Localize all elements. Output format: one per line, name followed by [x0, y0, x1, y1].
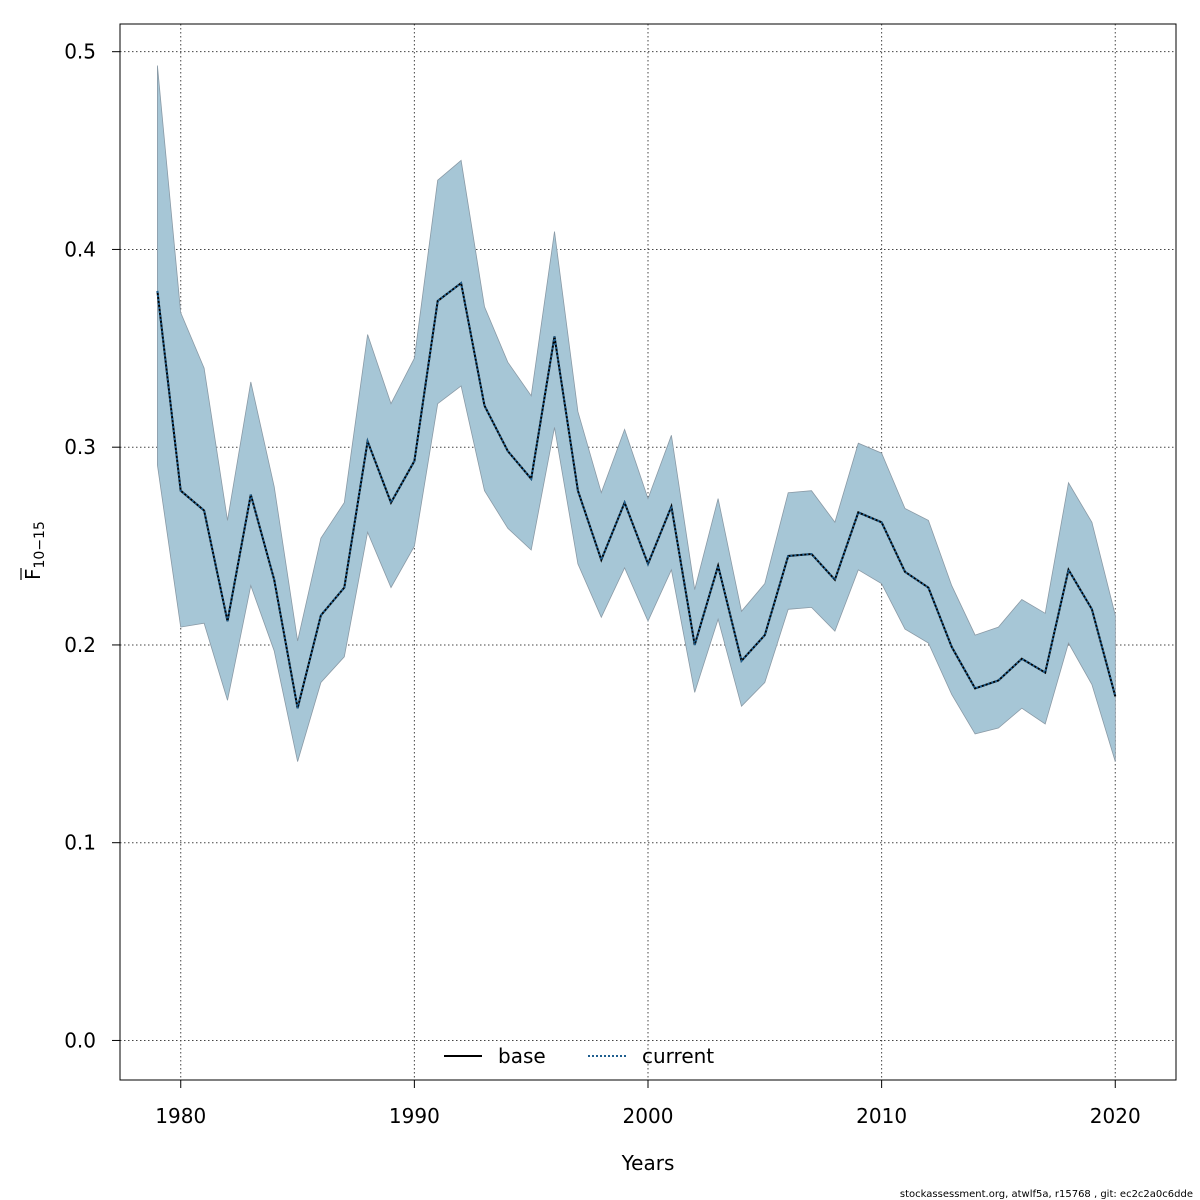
- x-axis-title: Years: [621, 1151, 675, 1175]
- grid-lines: [120, 24, 1176, 1080]
- y-tick-label: 0.3: [64, 435, 96, 459]
- y-tick-label: 0.4: [64, 237, 96, 261]
- y-axis-ticks: 0.0 0.1 0.2 0.3 0.4 0.5: [64, 40, 120, 1052]
- footer-text: stockassessment.org, atwlf5a, r15768 , g…: [900, 1189, 1193, 1200]
- confidence-band: [156, 65, 1116, 762]
- svg-text:F10−15: F10−15: [21, 521, 48, 580]
- y-axis-title: F10−15: [20, 521, 48, 580]
- legend-current-label: current: [642, 1044, 714, 1068]
- y-axis-title-base: F: [21, 568, 45, 580]
- x-tick-label: 1980: [155, 1104, 206, 1128]
- x-tick-label: 2010: [856, 1104, 907, 1128]
- y-tick-label: 0.5: [64, 40, 96, 64]
- series-lines-layer: [156, 281, 1117, 709]
- x-tick-label: 2020: [1090, 1104, 1141, 1128]
- legend-base-label: base: [498, 1044, 546, 1068]
- x-tick-label: 2000: [623, 1104, 674, 1128]
- y-tick-label: 0.1: [64, 831, 96, 855]
- x-axis-ticks: 1980 1990 2000 2010 2020: [155, 1080, 1141, 1128]
- y-tick-label: 0.2: [64, 633, 96, 657]
- y-axis-title-subscript: 10−15: [32, 521, 48, 568]
- series-line-current: [156, 281, 1117, 709]
- x-tick-label: 1990: [389, 1104, 440, 1128]
- legend: base current: [444, 1044, 714, 1068]
- confidence-band-layer: [156, 65, 1116, 762]
- y-tick-label: 0.0: [64, 1028, 96, 1052]
